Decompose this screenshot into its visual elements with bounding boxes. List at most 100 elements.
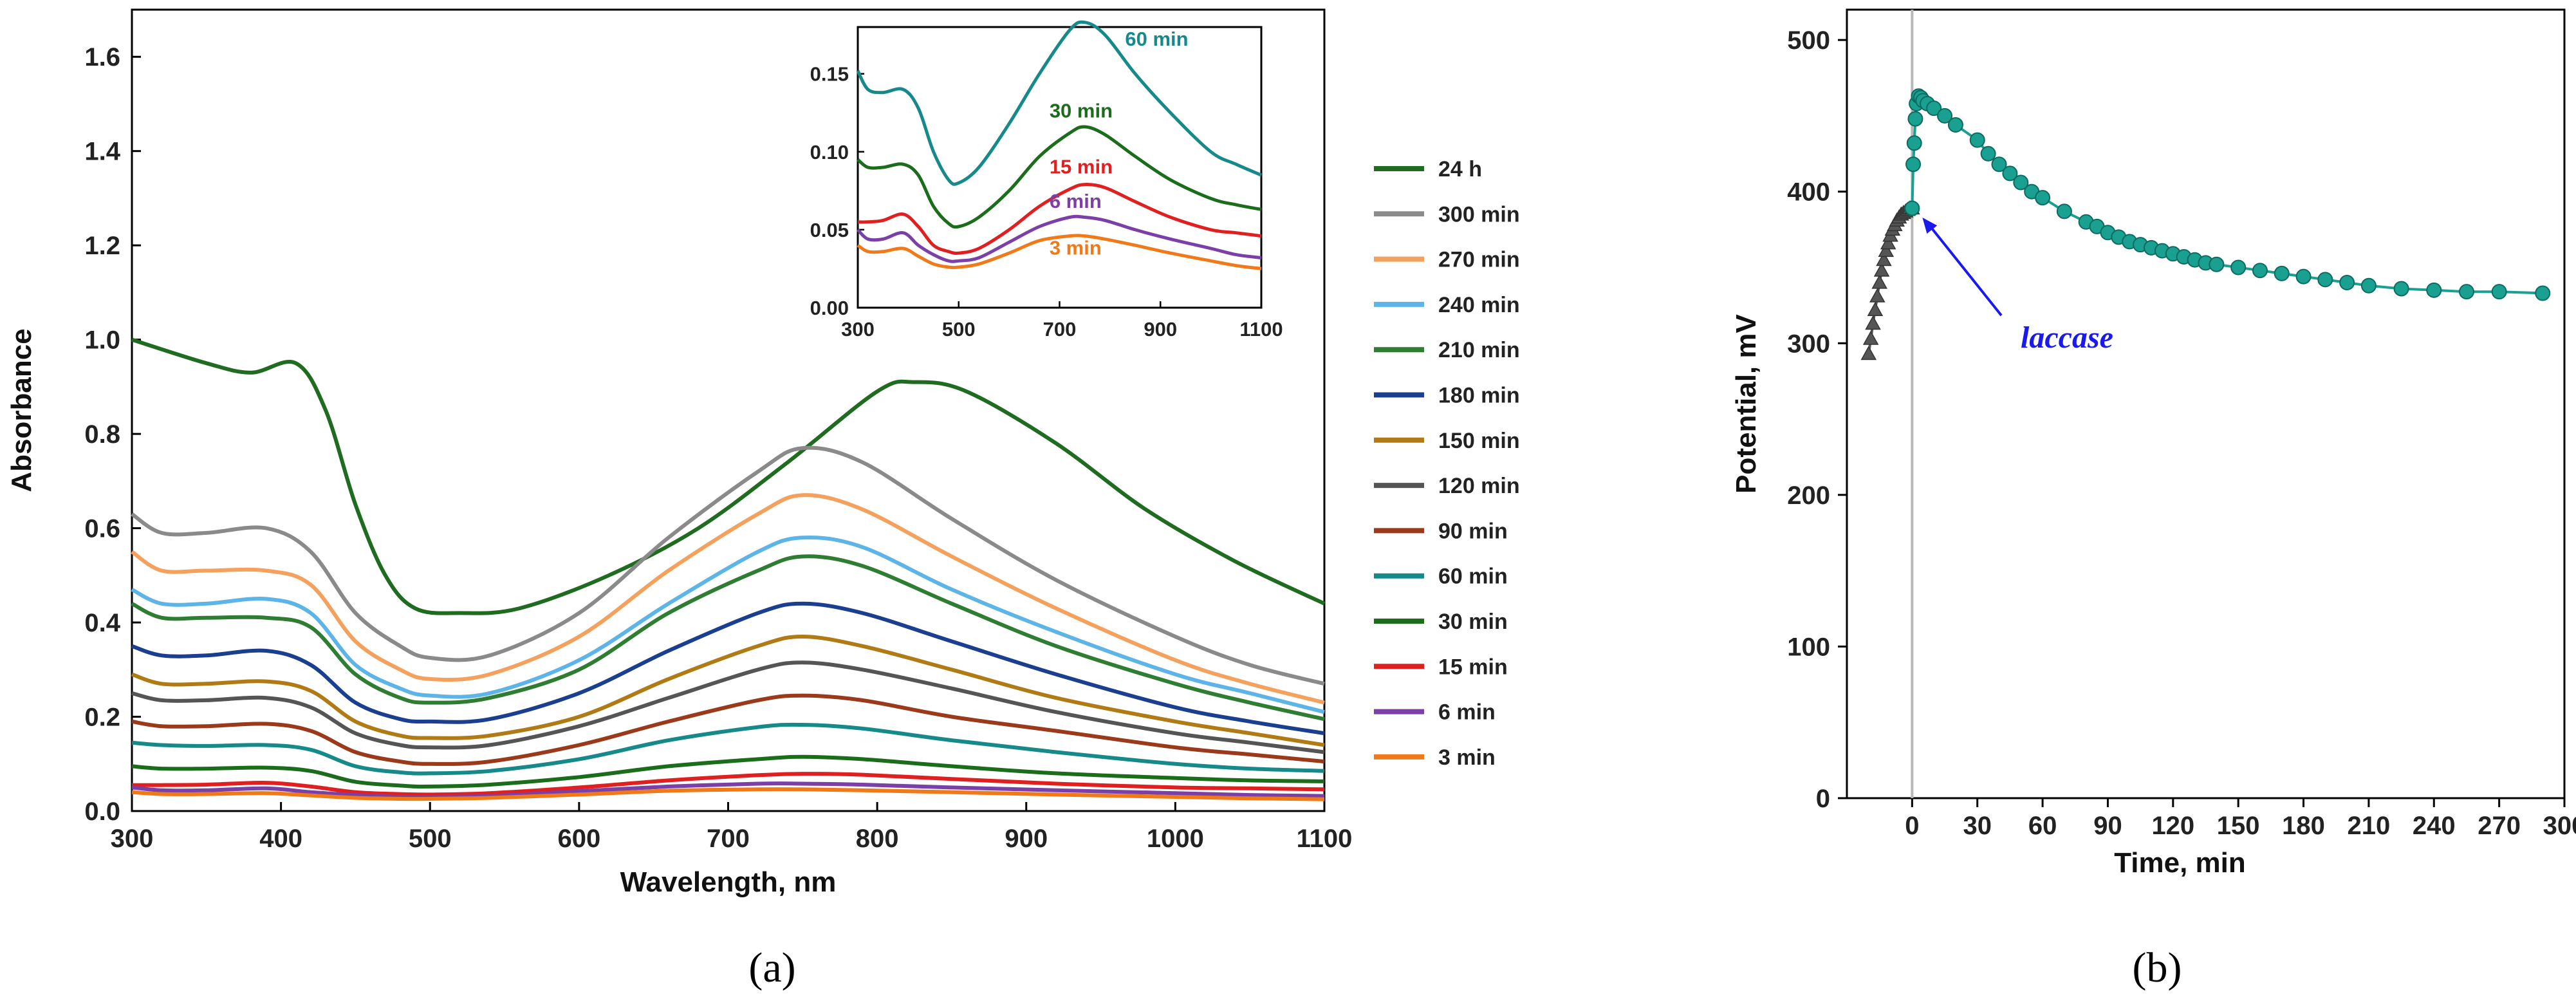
data-point-circle bbox=[2426, 282, 2442, 298]
annotation-arrow-head bbox=[1922, 217, 1938, 234]
annotation-laccase: laccase bbox=[2021, 321, 2113, 355]
y-axis-label-a: Absorbance bbox=[6, 328, 37, 492]
series-line-300-min bbox=[131, 445, 1325, 686]
x-axis-label-a: Wavelength, nm bbox=[620, 866, 837, 898]
x-tick-label-a: 400 bbox=[259, 825, 302, 853]
y-tick-label-b: 200 bbox=[1787, 481, 1830, 510]
x-tick-label-a: 500 bbox=[409, 825, 452, 853]
data-point-circle bbox=[2535, 285, 2551, 301]
series-line-3-min bbox=[131, 787, 1325, 801]
x-tick-label-b: 30 bbox=[1963, 812, 1992, 840]
data-point-circle bbox=[1904, 200, 1920, 216]
series-line-180-min bbox=[131, 601, 1325, 736]
series-line-15-min bbox=[131, 772, 1325, 797]
y-tick-label-a: 0.0 bbox=[84, 798, 120, 826]
x-tick-label-a: 300 bbox=[111, 825, 154, 853]
series-line-30-min bbox=[131, 754, 1325, 789]
y-tick-label-b: 500 bbox=[1787, 26, 1830, 55]
series-line-150-min bbox=[131, 635, 1325, 747]
x-tick-label-b: 90 bbox=[2093, 812, 2122, 840]
series-line-210-min bbox=[131, 554, 1325, 722]
data-point-circle bbox=[2393, 281, 2409, 297]
x-tick-label-b: 300 bbox=[2543, 812, 2576, 840]
inset-x-tick-label: 500 bbox=[942, 318, 976, 341]
y-tick-label-b: 0 bbox=[1816, 785, 1830, 813]
data-point-triangle bbox=[1862, 330, 1879, 345]
inset-series-label-30-min: 30 min bbox=[1050, 99, 1113, 122]
legend-label-300-min: 300 min bbox=[1438, 202, 1520, 227]
y-tick-label-a: 0.8 bbox=[84, 420, 120, 449]
inset-x-tick-label: 1100 bbox=[1239, 318, 1283, 341]
x-tick-label-b: 270 bbox=[2478, 812, 2521, 840]
y-axis-label-b: Potential, mV bbox=[1730, 313, 1762, 493]
y-tick-label-a: 0.2 bbox=[84, 704, 120, 732]
legend-label-240-min: 240 min bbox=[1438, 293, 1520, 317]
inset-series-30-min bbox=[857, 125, 1262, 229]
x-tick-label-b: 180 bbox=[2282, 812, 2325, 840]
inset-x-tick-label: 900 bbox=[1144, 318, 1177, 341]
series-line-120-min bbox=[131, 660, 1325, 754]
y-tick-label-b: 400 bbox=[1787, 178, 1830, 207]
x-tick-label-a: 900 bbox=[1005, 825, 1048, 853]
series-line-60-min bbox=[131, 722, 1325, 776]
data-point-circle bbox=[1906, 135, 1922, 151]
x-tick-label-a: 600 bbox=[558, 825, 601, 853]
x-tick-label-b: 210 bbox=[2348, 812, 2391, 840]
chart-panel-b: 0 30 60 90 120 150 180 210 240 270 300 0 100 200 300 40… bbox=[1730, 8, 2576, 879]
data-point-circle bbox=[1926, 100, 1942, 117]
data-point-triangle bbox=[1869, 288, 1886, 303]
series-line-6-min bbox=[131, 781, 1325, 799]
y-tick-label-a: 0.6 bbox=[84, 515, 120, 543]
data-point-circle bbox=[1905, 156, 1922, 173]
legend-label-90-min: 90 min bbox=[1438, 519, 1508, 543]
inset-series-15-min bbox=[857, 183, 1262, 255]
legend-label-150-min: 150 min bbox=[1438, 429, 1520, 453]
chart-panel-a: 300 400 500 600 700 800 900 1000 1100 0.0 0.2 0.4 0.… bbox=[6, 8, 1520, 898]
inset-series-label-60-min: 60 min bbox=[1125, 28, 1188, 50]
data-point-triangle bbox=[1865, 315, 1881, 330]
data-point-circle bbox=[2274, 265, 2290, 281]
x-tick-label-b: 120 bbox=[2151, 812, 2194, 840]
data-point-circle bbox=[2252, 263, 2268, 279]
x-tick-label-a: 700 bbox=[707, 825, 750, 853]
data-point-triangle bbox=[1860, 346, 1877, 360]
x-tick-label-a: 1000 bbox=[1147, 825, 1204, 853]
legend-label-6-min: 6 min bbox=[1438, 700, 1496, 725]
data-point-circle bbox=[1907, 111, 1923, 127]
data-point-circle bbox=[2317, 272, 2333, 288]
inset-series-6-min bbox=[857, 214, 1262, 263]
inset-series-3-min bbox=[857, 234, 1262, 270]
legend-label-15-min: 15 min bbox=[1438, 655, 1508, 679]
legend-label-120-min: 120 min bbox=[1438, 474, 1520, 498]
inset-x-tick-label: 700 bbox=[1043, 318, 1077, 341]
y-tick-label-b: 300 bbox=[1787, 330, 1830, 358]
inset-series-label-15-min: 15 min bbox=[1050, 156, 1113, 178]
data-point-triangle bbox=[1873, 262, 1890, 277]
data-point-circle bbox=[1980, 145, 1996, 162]
inset-series-label-6-min: 6 min bbox=[1050, 190, 1102, 212]
data-point-triangle bbox=[1880, 235, 1896, 250]
annotation-arrow-line bbox=[1925, 220, 2003, 317]
data-point-circle bbox=[1937, 107, 1953, 124]
data-point-circle bbox=[2230, 259, 2247, 275]
data-point-circle bbox=[1991, 156, 2007, 173]
legend-label-270-min: 270 min bbox=[1438, 248, 1520, 272]
data-point-circle bbox=[2013, 174, 2029, 191]
y-tick-label-a: 1.0 bbox=[84, 326, 120, 355]
x-tick-label-b: 150 bbox=[2217, 812, 2260, 840]
data-point-circle bbox=[2339, 275, 2355, 291]
data-point-triangle bbox=[1876, 252, 1892, 266]
inset-series-60-min bbox=[856, 20, 1262, 186]
inset-y-tick-label: 0.00 bbox=[810, 297, 849, 319]
x-tick-label-a: 800 bbox=[856, 825, 899, 853]
x-tick-label-a: 1100 bbox=[1297, 825, 1353, 853]
plot-frame-b bbox=[1846, 8, 2566, 799]
x-tick-label-b: 60 bbox=[2028, 812, 2057, 840]
legend-label-3-min: 3 min bbox=[1438, 745, 1496, 770]
data-point-circle bbox=[2002, 165, 2018, 182]
legend-label-210-min: 210 min bbox=[1438, 338, 1520, 362]
series-line-90-min bbox=[131, 693, 1325, 766]
legend-label-24-h: 24 h bbox=[1438, 157, 1482, 182]
data-point-circle bbox=[2491, 284, 2507, 300]
